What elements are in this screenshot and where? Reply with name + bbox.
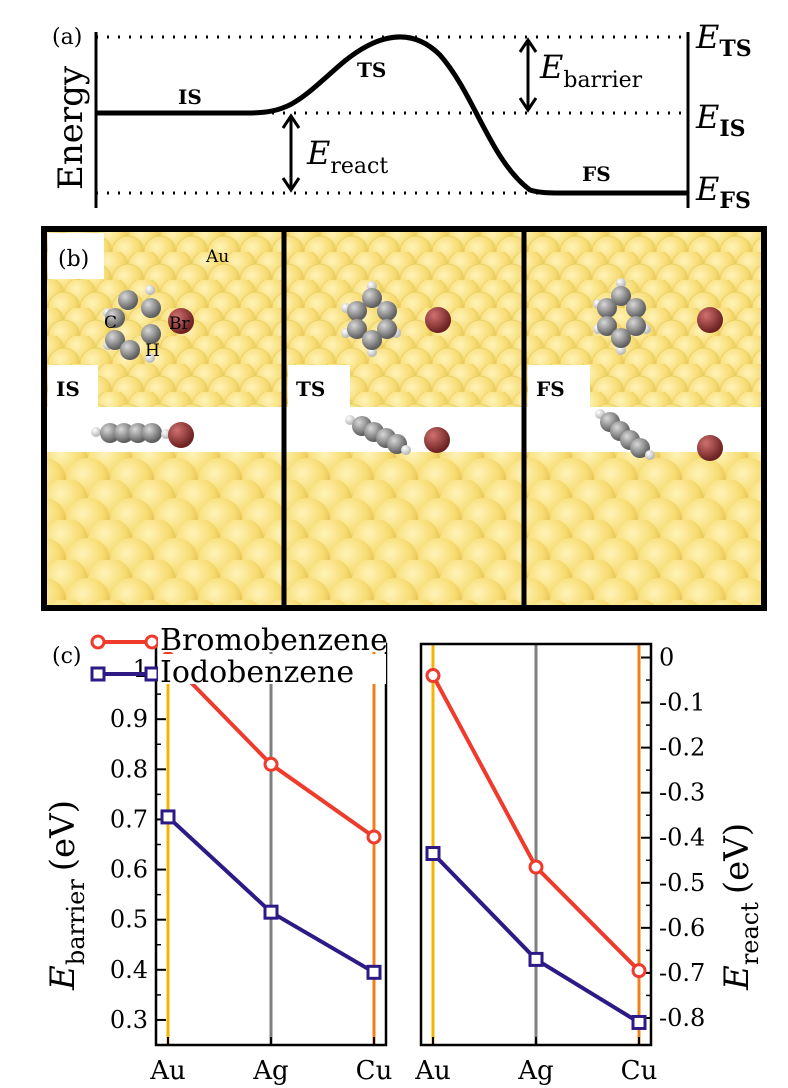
ts-level-label: ETS (695, 18, 752, 62)
is-state-label: IS (178, 85, 202, 109)
carbon-label: C (104, 313, 117, 333)
x-tick-label: Cu (356, 1056, 393, 1086)
energy-axis-label: Energy (51, 65, 91, 190)
is-level-label: EIS (695, 98, 746, 142)
molecule-fs-top (593, 278, 723, 355)
bromine-label: Br (169, 314, 190, 334)
barrier-label: Ebarrier (539, 48, 643, 93)
frame-ts-label: TS (296, 377, 325, 401)
data-point (366, 829, 382, 845)
legend-marker (90, 666, 106, 682)
molecule-ts-top (341, 281, 451, 357)
legend-marker (90, 634, 106, 650)
legend-label: Bromobenzene (160, 623, 388, 658)
energy-chart: (c) Au Ag Cu 0.3 0.4 0.5 0.6 0.7 0.8 0.9 1 Au Ag Cu 0… (43, 622, 764, 1086)
molecule-ts-side (345, 415, 450, 455)
data-point (528, 859, 544, 875)
y-tick-label: 0.4 (110, 956, 148, 984)
y-tick-label: 0.7 (110, 805, 148, 833)
y-tick-label: 0.3 (110, 1006, 148, 1034)
y-tick-label: 0.8 (110, 755, 148, 783)
y-tick-label: -0.5 (659, 869, 705, 897)
structure-panels: (b) Au IS TS FS C H Br (41, 226, 767, 611)
ts-state-label: TS (357, 58, 386, 82)
legend-marker (144, 666, 160, 682)
molecule-is-top (103, 285, 194, 363)
data-point (263, 756, 279, 772)
frame-fs-label: FS (536, 377, 565, 401)
react-arrow (281, 113, 301, 193)
y-tick-label: -0.4 (659, 824, 705, 852)
barrier-arrow (518, 37, 538, 113)
data-point (528, 951, 544, 967)
y-tick-label: 0.9 (110, 705, 148, 733)
y-tick-label: 0.6 (110, 856, 148, 884)
molecule-is-side (91, 422, 194, 448)
data-point (366, 964, 382, 980)
reaction-path (96, 34, 688, 196)
x-tick-label: Ag (252, 1056, 288, 1086)
surface-label: Au (205, 247, 229, 267)
data-point (631, 963, 647, 979)
frame-fs (524, 229, 764, 608)
frame-is (44, 229, 284, 608)
legend-label: Iodobenzene (160, 655, 354, 690)
panel-c-label: (c) (52, 644, 82, 669)
x-tick-label: Ag (517, 1056, 553, 1086)
y-tick-label: -0.3 (659, 779, 705, 807)
react-axis-label: Ereact(eV) (717, 823, 764, 991)
y-tick-label: -0.7 (659, 959, 705, 987)
legend-label-bg (158, 654, 386, 684)
data-point (425, 668, 441, 684)
fs-level-label: EFS (695, 170, 751, 214)
y-tick-label: -0.1 (659, 689, 705, 717)
hydrogen-label: H (145, 341, 160, 361)
fs-state-label: FS (582, 162, 611, 186)
panel-b-label: (b) (58, 247, 89, 272)
y-tick-label: -0.2 (659, 734, 705, 762)
energy-diagram: (a) Energy IS TS FS Ebarrier Ereact ETS … (51, 18, 752, 214)
y-tick-label: 0.5 (110, 906, 148, 934)
y-tick-label: -0.8 (659, 1004, 705, 1032)
panel-a-label: (a) (52, 25, 82, 50)
y-tick-label: 1 (133, 655, 148, 683)
molecule-fs-side (595, 409, 723, 461)
barrier-chart: Au Ag Cu 0.3 0.4 0.5 0.6 0.7 0.8 0.9 1 (110, 642, 393, 1086)
legend-label-bg (158, 622, 386, 652)
barrier-axis-label: Ebarrier(eV) (43, 800, 90, 991)
frame-is-label: IS (56, 377, 80, 401)
x-tick-label: Au (149, 1056, 186, 1086)
data-point (160, 809, 176, 825)
frame-ts (284, 229, 524, 608)
react-label: Ereact (306, 134, 388, 179)
y-tick-label: 0 (659, 644, 674, 672)
structure-frame-border (41, 226, 767, 611)
data-point (631, 1014, 647, 1030)
data-point (425, 846, 441, 862)
y-tick-label: -0.6 (659, 914, 705, 942)
x-tick-label: Cu (621, 1056, 658, 1086)
react-chart: Au Ag Cu 0 -0.1 -0.2 -0.3 -0.4 -0.5 -0.6 -0.7 -0.8 (414, 642, 705, 1086)
x-tick-label: Au (414, 1056, 451, 1086)
data-point (263, 904, 279, 920)
legend-marker (144, 634, 160, 650)
